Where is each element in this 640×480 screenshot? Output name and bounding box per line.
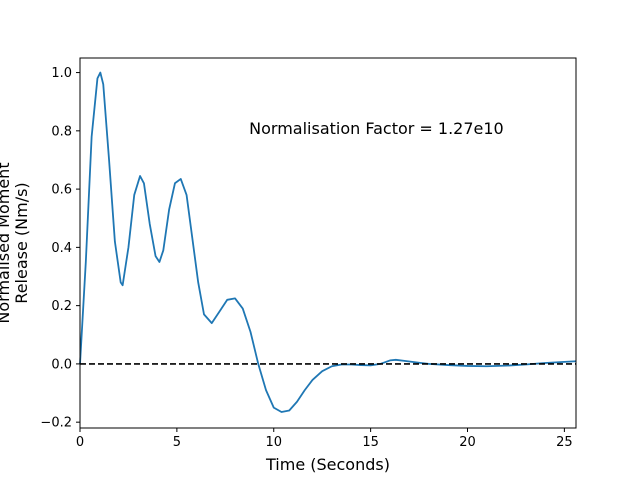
x-axis-ticks: 0 5 10 15 20 25	[76, 428, 573, 450]
y-axis-label: Normalised Moment Release (Nm/s)	[0, 162, 31, 323]
y-axis-label-line-2: Release (Nm/s)	[12, 182, 31, 303]
axes-background	[80, 58, 576, 428]
plot-area	[80, 58, 576, 428]
y-axis-label-line-1: Normalised Moment	[0, 162, 13, 323]
y-tick-label: −0.2	[40, 416, 72, 431]
x-tick-label: 15	[362, 435, 379, 450]
x-tick-label: 25	[556, 435, 573, 450]
axes-frame	[79, 57, 577, 429]
y-axis-ticks: −0.2 0.0 0.2 0.4 0.6 0.8 1.0	[40, 66, 80, 431]
x-tick-label: 20	[459, 435, 476, 450]
series-line-0	[79, 71, 577, 413]
y-tick-label: 0.8	[51, 124, 72, 139]
x-axis-label: Time (Seconds)	[265, 455, 390, 474]
y-tick-label: 0.2	[51, 299, 72, 314]
normalisation-factor-annotation: Normalisation Factor = 1.27e10	[249, 119, 504, 138]
y-tick-label: 1.0	[51, 66, 72, 81]
y-tick-label: 0.4	[51, 241, 72, 256]
x-tick-label: 10	[265, 435, 282, 450]
y-tick-label: 0.0	[51, 357, 72, 372]
x-tick-label: 0	[76, 435, 84, 450]
y-tick-label: 0.6	[51, 183, 72, 198]
series-layer	[79, 71, 577, 413]
x-tick-label: 5	[173, 435, 181, 450]
